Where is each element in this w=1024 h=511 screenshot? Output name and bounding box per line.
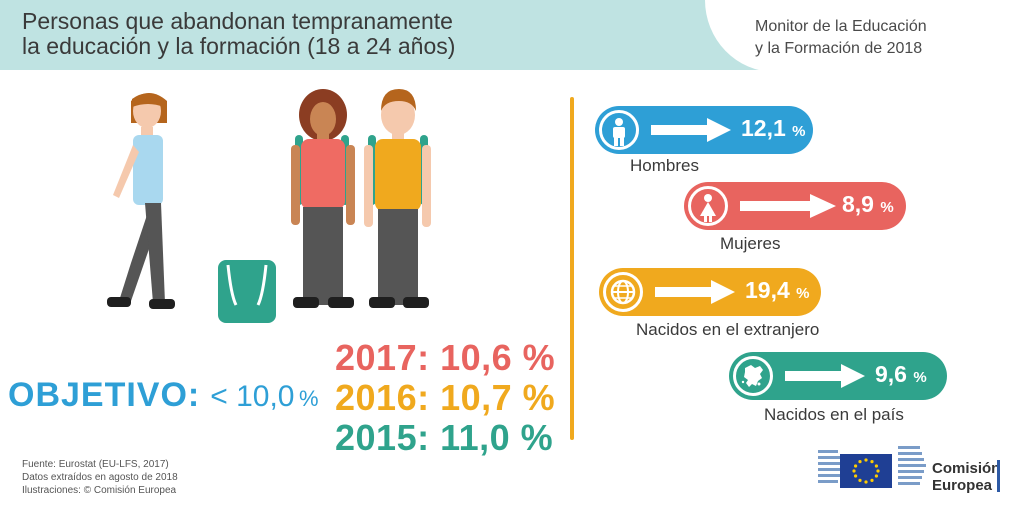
arrow-icon	[651, 118, 731, 142]
objective-value: < 10,0	[210, 380, 295, 413]
female-student-figure	[291, 89, 355, 308]
indicator-value-native-born: 9,6 %	[875, 361, 927, 387]
logo-accent-bar	[997, 460, 1000, 492]
year-rate-2015: 2015: 11,0 %	[335, 417, 554, 458]
vertical-divider	[570, 97, 574, 440]
objective-label: OBJETIVO:	[8, 376, 201, 414]
europe-map-icon	[733, 356, 773, 396]
eu-stars	[852, 458, 880, 484]
backpack-figure	[218, 260, 276, 323]
publication-line-1: Monitor de la Educación	[755, 18, 927, 35]
students-illustration	[107, 89, 431, 323]
male-student-figure	[364, 89, 431, 308]
woman-icon	[688, 186, 728, 226]
indicator-label-foreign-born: Nacidos en el extranjero	[636, 320, 820, 339]
source-line-2: Datos extraídos en agosto de 2018	[22, 472, 178, 483]
european-commission-logo	[818, 446, 926, 488]
indicator-pill-foreign-born: 19,4 %	[599, 268, 821, 316]
indicator-label-men: Hombres	[630, 156, 699, 175]
year-rate-2017: 2017: 10,6 %	[335, 337, 556, 378]
objective-unit: %	[298, 386, 319, 411]
arrow-icon	[785, 364, 865, 388]
indicator-value-foreign-born: 19,4 %	[745, 277, 810, 303]
globe-icon	[603, 272, 643, 312]
arrow-icon	[740, 194, 836, 218]
indicator-value-men: 12,1 %	[741, 115, 806, 141]
indicator-label-women: Mujeres	[720, 234, 781, 253]
indicator-label-native-born: Nacidos en el país	[764, 405, 904, 424]
title-line-1: Personas que abandonan tempranamente	[22, 8, 453, 34]
walking-student-figure	[107, 93, 175, 309]
commission-name-line-2: Europea	[932, 477, 993, 494]
objective-target: OBJETIVO: < 10,0 %	[8, 376, 319, 415]
indicator-pill-men: 12,1 %	[595, 106, 813, 154]
yearly-rates: 2017: 10,6 % 2016: 10,7 % 2015: 11,0 %	[335, 338, 555, 458]
title-line-2: la educación y la formación (18 a 24 año…	[22, 33, 456, 59]
publication-line-2: y la Formación de 2018	[755, 40, 923, 57]
indicator-pill-women: 8,9 %	[684, 182, 906, 230]
header-tab	[705, 0, 1024, 72]
commission-name-line-1: Comisión	[932, 460, 1001, 477]
commission-name: Comisión Europea	[932, 460, 1000, 494]
indicator-pill-native-born: 9,6 %	[729, 352, 947, 400]
source-notes: Fuente: Eurostat (EU-LFS, 2017) Datos ex…	[22, 458, 178, 497]
publication-name: Monitor de la Educación y la Formación d…	[755, 16, 927, 60]
arrow-icon	[655, 280, 735, 304]
page-title: Personas que abandonan tempranamente la …	[22, 9, 542, 59]
source-line-1: Fuente: Eurostat (EU-LFS, 2017)	[22, 459, 169, 470]
source-line-3: Ilustraciones: © Comisión Europea	[22, 485, 177, 496]
year-rate-2016: 2016: 10,7 %	[335, 377, 556, 418]
man-icon	[599, 110, 639, 150]
indicator-value-women: 8,9 %	[842, 191, 894, 217]
